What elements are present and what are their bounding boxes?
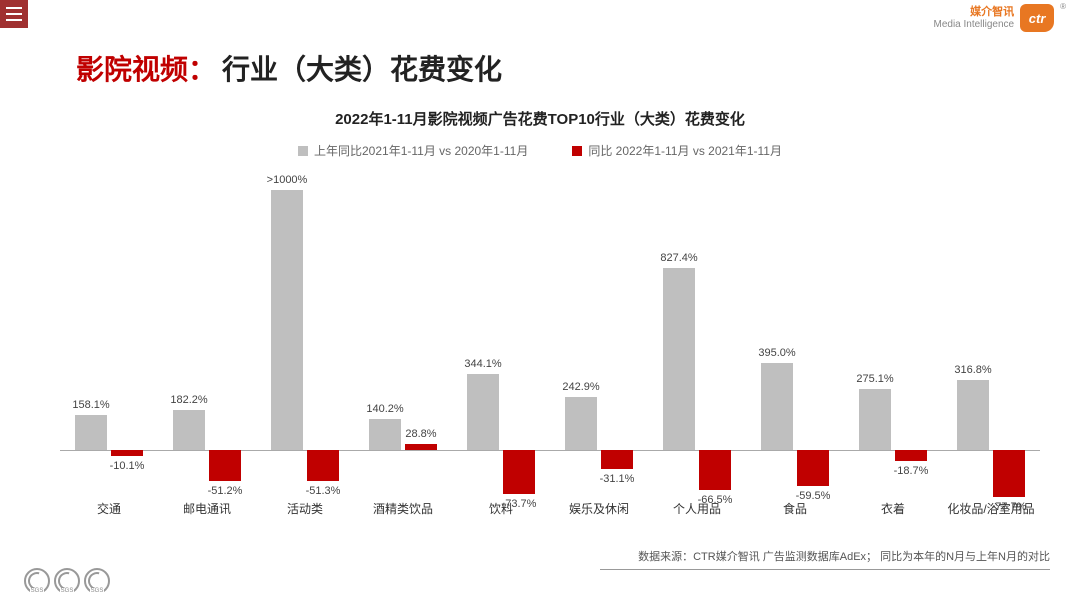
legend-item-a: 上年同比2021年1-11月 vs 2020年1-11月	[298, 142, 528, 159]
bar-label-a: 182.2%	[159, 394, 219, 406]
brand-block: 媒介智讯 Media Intelligence ctr ®	[933, 4, 1066, 32]
sgs-badge-icon: SGS	[24, 568, 50, 594]
bar-group: 344.1%-73.7%饮料	[452, 180, 550, 510]
sgs-badge-label: SGS	[60, 588, 75, 594]
bar-group: 827.4%-66.5%个人用品	[648, 180, 746, 510]
bar-label-a: 158.1%	[61, 399, 121, 411]
ctr-logo: ctr	[1020, 4, 1054, 32]
bar-series-a	[467, 374, 499, 450]
hamburger-menu[interactable]	[0, 0, 28, 28]
category-label: 活动类	[256, 500, 354, 517]
trademark-symbol: ®	[1060, 2, 1066, 11]
bar-series-a	[173, 410, 205, 450]
bar-label-a: 344.1%	[453, 358, 513, 370]
brand-text: 媒介智讯 Media Intelligence	[933, 6, 1014, 29]
bar-label-b: 28.8%	[391, 428, 451, 440]
category-label: 食品	[746, 500, 844, 517]
bar-label-a: 140.2%	[355, 403, 415, 415]
bar-group: 316.8%-77.7%化妆品/浴室用品	[942, 180, 1040, 510]
category-label: 娱乐及休闲	[550, 500, 648, 517]
bar-label-b: -10.1%	[97, 460, 157, 472]
sgs-badge-icon: SGS	[84, 568, 110, 594]
chart-legend: 上年同比2021年1-11月 vs 2020年1-11月 同比 2022年1-1…	[0, 142, 1080, 159]
bar-label-b: -51.3%	[293, 485, 353, 497]
legend-label-a: 上年同比2021年1-11月 vs 2020年1-11月	[314, 142, 528, 159]
bar-series-a	[75, 415, 107, 450]
bar-label-a: 275.1%	[845, 373, 905, 385]
bar-series-b	[699, 450, 731, 490]
data-source-note: 数据来源：CTR媒介智讯 广告监测数据库AdEx； 同比为本年的N月与上年N月的…	[638, 548, 1050, 564]
bar-series-b	[993, 450, 1025, 497]
bar-series-a	[271, 190, 303, 450]
bar-series-a	[761, 363, 793, 450]
legend-swatch-a	[298, 146, 308, 156]
legend-swatch-b	[572, 146, 582, 156]
legend-item-b: 同比 2022年1-11月 vs 2021年1-11月	[572, 142, 782, 159]
bar-group: 395.0%-59.5%食品	[746, 180, 844, 510]
sgs-badge-label: SGS	[30, 588, 45, 594]
bar-group: 182.2%-51.2%邮电通讯	[158, 180, 256, 510]
bar-series-a	[565, 397, 597, 450]
bar-label-b: -18.7%	[881, 465, 941, 477]
bar-label-b: -51.2%	[195, 485, 255, 497]
title-main: 行业（大类）花费变化	[222, 48, 502, 88]
brand-name-en: Media Intelligence	[933, 19, 1014, 30]
source-separator	[600, 569, 1050, 570]
brand-name-cn: 媒介智讯	[933, 6, 1014, 18]
bar-label-a: 395.0%	[747, 347, 807, 359]
bar-group: 275.1%-18.7%衣着	[844, 180, 942, 510]
bar-label-a: >1000%	[257, 174, 317, 186]
sgs-badge-label: SGS	[90, 588, 105, 594]
sgs-badges: SGS SGS SGS	[24, 568, 110, 594]
chart-subtitle: 2022年1-11月影院视频广告花费TOP10行业（大类）花费变化	[0, 108, 1080, 129]
bar-series-b	[895, 450, 927, 461]
bar-series-b	[307, 450, 339, 481]
category-label: 化妆品/浴室用品	[942, 500, 1040, 517]
bar-series-b	[111, 450, 143, 456]
bar-series-a	[957, 380, 989, 450]
category-label: 酒精类饮品	[354, 500, 452, 517]
title-highlight: 影院视频：	[76, 48, 216, 88]
bar-group: 158.1%-10.1%交通	[60, 180, 158, 510]
bar-chart: 158.1%-10.1%交通182.2%-51.2%邮电通讯>1000%-51.…	[60, 180, 1040, 510]
category-label: 交通	[60, 500, 158, 517]
category-label: 衣着	[844, 500, 942, 517]
category-label: 邮电通讯	[158, 500, 256, 517]
bar-label-a: 242.9%	[551, 381, 611, 393]
bar-label-a: 316.8%	[943, 364, 1003, 376]
bar-label-b: -31.1%	[587, 473, 647, 485]
page-title: 影院视频： 行业（大类）花费变化	[76, 48, 502, 88]
sgs-badge-icon: SGS	[54, 568, 80, 594]
category-label: 个人用品	[648, 500, 746, 517]
bar-series-b	[601, 450, 633, 469]
bar-label-a: 827.4%	[649, 252, 709, 264]
bar-group: 242.9%-31.1%娱乐及休闲	[550, 180, 648, 510]
bar-series-b	[209, 450, 241, 481]
bar-series-b	[503, 450, 535, 494]
bar-series-a	[859, 389, 891, 450]
bar-group: >1000%-51.3%活动类	[256, 180, 354, 510]
bar-series-b	[797, 450, 829, 486]
bar-group: 140.2%28.8%酒精类饮品	[354, 180, 452, 510]
legend-label-b: 同比 2022年1-11月 vs 2021年1-11月	[588, 142, 782, 159]
category-label: 饮料	[452, 500, 550, 517]
slide-page: 媒介智讯 Media Intelligence ctr ® 影院视频： 行业（大…	[0, 0, 1080, 608]
bar-series-b	[405, 444, 437, 450]
bar-series-a	[663, 268, 695, 450]
bar-groups: 158.1%-10.1%交通182.2%-51.2%邮电通讯>1000%-51.…	[60, 180, 1040, 510]
